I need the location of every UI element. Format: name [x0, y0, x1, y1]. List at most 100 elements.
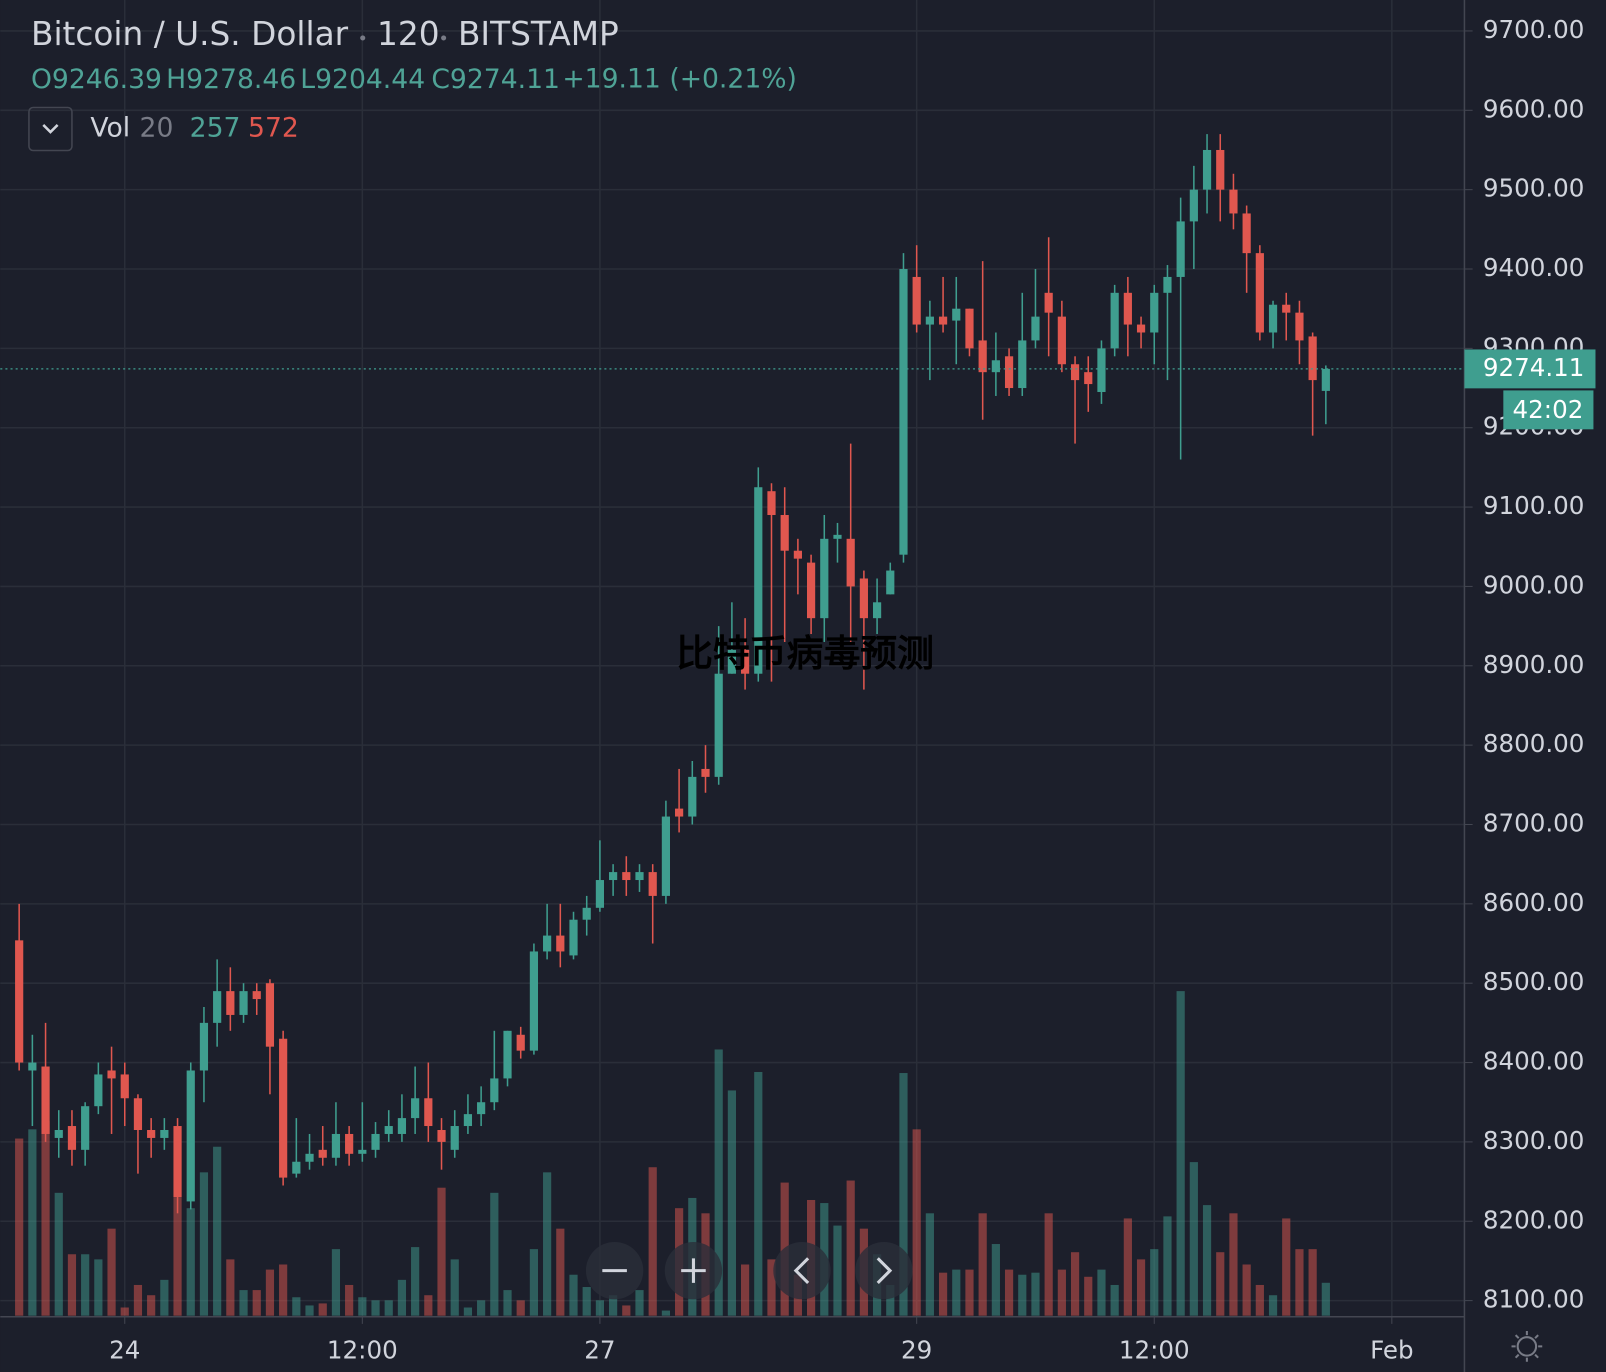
settings-button[interactable] [1511, 1331, 1543, 1362]
ohlc-item: L9204.44 [300, 63, 425, 94]
scroll-left-button[interactable] [773, 1241, 831, 1300]
candle-body [252, 991, 261, 1000]
volume-bar [503, 1290, 512, 1316]
volume-bar [1044, 1213, 1053, 1316]
candle-body [199, 1022, 209, 1071]
chart-title: Bitcoin / U.S. Dollar [31, 15, 349, 53]
volume-bar [609, 1295, 618, 1316]
candle-body [279, 1038, 288, 1178]
legend-toggle[interactable] [28, 106, 73, 152]
volume-bar [1295, 1249, 1304, 1316]
candle-body [15, 940, 24, 1063]
volume-bar [516, 1300, 525, 1316]
y-tick-label: 8900.00 [1483, 650, 1585, 679]
candle-body [81, 1106, 90, 1150]
volume-bar [41, 1121, 50, 1316]
volume-bar [991, 1244, 1000, 1316]
candle-body [991, 360, 1000, 373]
volume-bar [1070, 1252, 1080, 1316]
volume-bar [965, 1269, 974, 1316]
volume-bar [582, 1287, 591, 1316]
candle-body [173, 1126, 182, 1198]
volume-bar [81, 1254, 90, 1316]
volume-bar [107, 1228, 116, 1316]
candle-body [1110, 292, 1119, 349]
y-tick-label: 9700.00 [1483, 15, 1585, 44]
candle-body [1176, 221, 1185, 277]
candle-body [450, 1126, 459, 1150]
candle-body [1018, 340, 1027, 389]
candle-body [516, 1034, 525, 1051]
candle-body [358, 1149, 367, 1154]
volume-bar [1057, 1269, 1066, 1316]
candle-body [569, 919, 578, 956]
volume-bar [1202, 1205, 1212, 1316]
volume-bar [529, 1249, 539, 1316]
zoom-in-button[interactable] [664, 1241, 723, 1300]
candle-body [1123, 292, 1132, 325]
candle-body [186, 1070, 195, 1202]
volume-bar [490, 1192, 499, 1316]
volume-bar [714, 1049, 723, 1316]
x-tick-label: 24 [109, 1336, 140, 1365]
volume-bar [437, 1187, 446, 1316]
candle-body [424, 1098, 433, 1127]
volume-bar [252, 1290, 261, 1316]
candle-body [754, 487, 763, 674]
volume-bar [411, 1247, 420, 1316]
x-tick-label: 12:00 [327, 1336, 398, 1365]
volume-bar [648, 1167, 657, 1316]
volume-bar [54, 1192, 63, 1316]
y-tick-label: 8300.00 [1483, 1126, 1585, 1155]
volume-bar [1242, 1264, 1251, 1316]
volume-bar [543, 1172, 552, 1316]
candle-body [371, 1133, 380, 1150]
chevron-icon [42, 124, 59, 134]
candle-body [477, 1102, 486, 1115]
exchange: BITSTAMP [458, 15, 619, 53]
watermark: 比特币病毒预测 [676, 632, 934, 675]
volume-bar [1255, 1284, 1264, 1316]
candle-body [1150, 292, 1159, 333]
candle-body [437, 1129, 446, 1142]
candle-body [147, 1129, 156, 1138]
candle-body [54, 1129, 63, 1138]
candle-body [740, 649, 750, 674]
ohlc-value: 9204.44 [315, 63, 425, 94]
candle-body [28, 1062, 37, 1071]
zoom-out-button[interactable] [585, 1241, 644, 1300]
grid [0, 0, 1465, 1316]
volume-bar [279, 1264, 288, 1316]
volume-bar [239, 1290, 248, 1316]
candle-body [107, 1070, 116, 1079]
candle-body [1308, 336, 1317, 381]
candle-body [1163, 276, 1172, 293]
y-tick-label: 9100.00 [1483, 491, 1585, 520]
ohlc-value: 9246.39 [52, 63, 162, 94]
candle-body [635, 872, 644, 881]
candle-body [859, 578, 868, 619]
candle-body [1202, 149, 1212, 190]
y-tick-label: 8200.00 [1483, 1205, 1585, 1234]
volume-bar [463, 1307, 473, 1316]
volume-bar [1150, 1249, 1159, 1316]
y-tick-label: 9000.00 [1483, 570, 1585, 599]
ohlc-value: 9274.11 [450, 63, 560, 94]
candle-body [67, 1126, 77, 1150]
candle-body [1282, 304, 1291, 313]
scroll-right-button[interactable] [855, 1241, 913, 1300]
volume-bar [28, 1129, 37, 1316]
separator-dot [441, 35, 447, 41]
candle-body [609, 872, 618, 881]
volume-bar [450, 1259, 459, 1316]
x-tick-label: 27 [584, 1336, 615, 1365]
candle-body [411, 1098, 420, 1119]
interval: 120 [377, 15, 440, 53]
candle-body [1044, 292, 1053, 313]
volume-bar [213, 1146, 222, 1316]
volume-bar [371, 1300, 380, 1316]
candle-body [292, 1161, 301, 1174]
y-tick-label: 9600.00 [1483, 94, 1585, 123]
y-tick-label: 9500.00 [1483, 174, 1585, 203]
candle-body [1084, 372, 1093, 385]
